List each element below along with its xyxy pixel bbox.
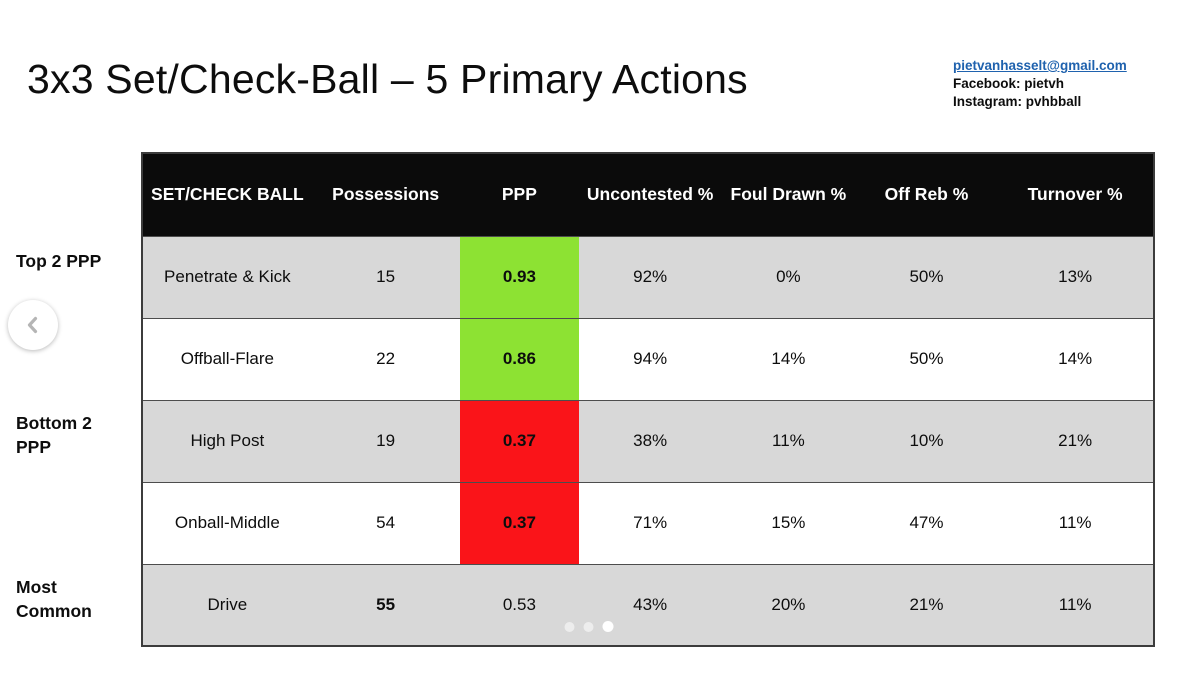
- carousel-dot-2[interactable]: [583, 621, 594, 632]
- carousel-dot-3[interactable]: [602, 621, 614, 632]
- set-check-ball-table: SET/CHECK BALL Possessions PPP Uncontest…: [141, 152, 1155, 647]
- cell-off-reb: 50%: [855, 317, 998, 401]
- cell-turnover: 11%: [997, 563, 1154, 647]
- cell-ppp: 0.93: [459, 235, 580, 319]
- table-row: Drive 55 0.53 43% 20% 21% 11%: [142, 563, 1154, 647]
- cell-foul-drawn: 14%: [721, 317, 856, 401]
- header-set-check-ball: SET/CHECK BALL: [142, 152, 312, 237]
- cell-turnover: 13%: [997, 235, 1154, 319]
- cell-foul-drawn: 11%: [721, 399, 856, 483]
- annotation-top2-ppp: Top 2 PPP: [16, 251, 102, 271]
- cell-turnover: 11%: [997, 481, 1154, 565]
- cell-possessions: 15: [311, 235, 460, 319]
- cell-off-reb: 50%: [855, 235, 998, 319]
- carousel-prev-button[interactable]: [8, 300, 58, 350]
- cell-action: Onball-Middle: [142, 481, 312, 565]
- cell-possessions: 22: [311, 317, 460, 401]
- cell-action: High Post: [142, 399, 312, 483]
- carousel-dot-1[interactable]: [564, 621, 575, 632]
- cell-uncontested: 71%: [579, 481, 722, 565]
- cell-uncontested: 94%: [579, 317, 722, 401]
- cell-action: Drive: [142, 563, 312, 647]
- header-foul-drawn: Foul Drawn %: [721, 152, 856, 237]
- cell-off-reb: 10%: [855, 399, 998, 483]
- table-header-row: SET/CHECK BALL Possessions PPP Uncontest…: [142, 152, 1154, 237]
- cell-foul-drawn: 15%: [721, 481, 856, 565]
- annotation-bottom2-ppp: Bottom 2 PPP: [16, 413, 92, 457]
- page-title: 3x3 Set/Check-Ball – 5 Primary Actions: [27, 56, 748, 102]
- cell-ppp: 0.37: [459, 399, 580, 483]
- header-ppp: PPP: [459, 152, 580, 237]
- table-row: Penetrate & Kick 15 0.93 92% 0% 50% 13%: [142, 235, 1154, 319]
- header-possessions: Possessions: [311, 152, 460, 237]
- cell-uncontested: 92%: [579, 235, 722, 319]
- table-row: Offball-Flare 22 0.86 94% 14% 50% 14%: [142, 317, 1154, 401]
- header-uncontested: Uncontested %: [579, 152, 722, 237]
- instagram-handle: Instagram: pvhbball: [953, 93, 1082, 109]
- cell-turnover: 21%: [997, 399, 1154, 483]
- cell-ppp: 0.86: [459, 317, 580, 401]
- cell-possessions: 54: [311, 481, 460, 565]
- cell-off-reb: 21%: [855, 563, 998, 647]
- cell-possessions: 55: [311, 563, 460, 647]
- cell-possessions: 19: [311, 399, 460, 483]
- cell-ppp: 0.53: [459, 563, 580, 647]
- header-off-reb: Off Reb %: [855, 152, 998, 237]
- table-row: Onball-Middle 54 0.37 71% 15% 47% 11%: [142, 481, 1154, 565]
- annotation-most-common: Most Common: [16, 577, 92, 621]
- contact-block: pietvanhasselt@gmail.com Facebook: pietv…: [953, 57, 1168, 110]
- carousel-dots: [564, 621, 614, 632]
- cell-turnover: 14%: [997, 317, 1154, 401]
- email-link[interactable]: pietvanhasselt@gmail.com: [953, 58, 1127, 73]
- chevron-left-icon: [23, 315, 43, 335]
- cell-action: Offball-Flare: [142, 317, 312, 401]
- table-row: High Post 19 0.37 38% 11% 10% 21%: [142, 399, 1154, 483]
- cell-ppp: 0.37: [459, 481, 580, 565]
- cell-off-reb: 47%: [855, 481, 998, 565]
- cell-uncontested: 43%: [579, 563, 722, 647]
- cell-foul-drawn: 20%: [721, 563, 856, 647]
- cell-uncontested: 38%: [579, 399, 722, 483]
- header-turnover: Turnover %: [997, 152, 1154, 237]
- cell-action: Penetrate & Kick: [142, 235, 312, 319]
- facebook-handle: Facebook: pietvh: [953, 75, 1065, 91]
- cell-foul-drawn: 0%: [721, 235, 856, 319]
